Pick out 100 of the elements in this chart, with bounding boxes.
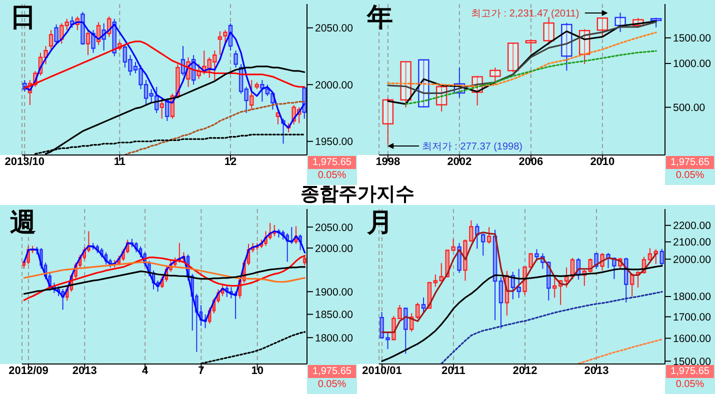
line-series xyxy=(23,254,306,301)
x-tick-label: 4 xyxy=(142,364,150,377)
candlestick xyxy=(528,252,533,268)
candlestick xyxy=(648,248,652,260)
candlestick xyxy=(469,220,474,242)
x-tick-label: 2010/01 xyxy=(362,364,402,377)
candlestick xyxy=(490,67,501,85)
x-tick-label: 2012/09 xyxy=(8,364,48,377)
candlestick xyxy=(212,50,217,81)
y-tick-label: 1600.00 xyxy=(673,333,712,345)
y-tick-label: 1500.00 xyxy=(673,32,712,45)
y-tick-label: 2000.00 xyxy=(315,242,354,255)
y-tick-label: 2200.00 xyxy=(673,220,712,232)
annotation: 최고가 : 2,231.47 (2011) xyxy=(470,8,580,20)
candlestick xyxy=(398,304,402,320)
text: 종합주가지수 xyxy=(300,184,416,205)
chart-title: 年 xyxy=(367,3,393,32)
y-tick-label: 2000.00 xyxy=(673,254,712,266)
candlestick xyxy=(160,98,164,120)
line-series xyxy=(405,50,657,105)
candlestick xyxy=(525,38,537,53)
candlestick xyxy=(303,255,306,266)
text: 0.05% xyxy=(316,169,348,182)
x-tick-label: 2013 xyxy=(584,364,609,377)
candlestick xyxy=(86,30,90,56)
y-tick-label: 500.00 xyxy=(673,102,706,114)
candlestick xyxy=(498,276,504,330)
candlestick xyxy=(400,61,412,108)
candlestick xyxy=(144,80,148,106)
x-tick-label: 2012 xyxy=(512,364,538,377)
x-tick-label: 2013/10 xyxy=(4,156,45,168)
candlestick xyxy=(298,234,302,251)
annotation: 최저가 : 277.37 (1998) xyxy=(422,141,523,152)
candlestick xyxy=(552,278,557,298)
candlestick xyxy=(660,248,664,267)
text: 1,975.65 xyxy=(308,365,356,378)
candlestick xyxy=(382,98,394,146)
candlestick xyxy=(138,64,143,90)
candlestick xyxy=(380,312,384,339)
candlestick xyxy=(223,30,228,46)
candlestick xyxy=(64,18,69,31)
x-tick-label: 2006 xyxy=(518,156,544,168)
x-tick-label: 2010 xyxy=(590,156,615,168)
candlestick xyxy=(265,84,270,96)
text: 1,975.65 xyxy=(308,156,356,169)
candlestick xyxy=(128,54,132,76)
line-series xyxy=(578,338,663,364)
candlestick xyxy=(386,331,390,350)
x-tick-label: 2002 xyxy=(447,156,472,168)
text: 0.05% xyxy=(674,378,706,391)
x-tick-label: 7 xyxy=(198,364,204,377)
candlestick xyxy=(244,86,248,114)
y-tick-label: 1800.00 xyxy=(673,291,712,304)
y-tick-label: 1000.00 xyxy=(673,58,712,70)
text: 1,975.65 xyxy=(666,365,714,378)
chart-title: 週 xyxy=(10,208,36,237)
candlestick xyxy=(254,82,259,90)
candlestick xyxy=(122,43,128,68)
candlestick xyxy=(415,302,420,320)
x-tick-label: 1998 xyxy=(376,156,400,168)
candlestick xyxy=(457,242,462,274)
candlestick xyxy=(650,17,662,28)
candlestick xyxy=(91,30,96,54)
candlestick xyxy=(481,233,486,256)
y-tick-label: 2050.00 xyxy=(315,222,354,234)
y-tick-label: 1950.00 xyxy=(315,136,354,148)
candlestick xyxy=(596,17,608,38)
candlestick xyxy=(507,42,519,73)
candlestick xyxy=(54,24,58,46)
candlestick xyxy=(451,238,456,251)
candlestick xyxy=(218,30,222,56)
y-tick-label: 1500.00 xyxy=(673,356,712,368)
candlestick xyxy=(516,268,521,298)
text: 1,975.65 xyxy=(666,156,714,169)
candlestick xyxy=(250,80,254,110)
x-tick-label: 11 xyxy=(114,156,126,168)
candlestick xyxy=(80,11,85,46)
y-tick-label: 2100.00 xyxy=(673,236,712,249)
candlestick xyxy=(260,80,264,102)
x-tick-label: 10 xyxy=(251,364,264,377)
y-tick-label: 1900.00 xyxy=(315,286,354,298)
candlestick xyxy=(133,61,138,74)
candlestick xyxy=(392,315,396,341)
candlestick xyxy=(486,226,492,244)
text: 0.05% xyxy=(316,378,348,391)
y-tick-label: 1800.00 xyxy=(315,332,354,344)
text: 0.05% xyxy=(674,169,706,182)
candlestick xyxy=(48,30,54,52)
x-tick-label: 2011 xyxy=(442,364,466,377)
line-series xyxy=(440,291,663,364)
candlestick xyxy=(630,272,634,298)
candlestick xyxy=(404,307,408,354)
y-tick-label: 2050.00 xyxy=(315,22,354,35)
x-tick-label: 12 xyxy=(224,156,237,168)
candlestick xyxy=(522,266,527,296)
chart-title: 月 xyxy=(367,208,393,237)
candlestick xyxy=(234,50,238,68)
candlestick xyxy=(165,98,170,122)
y-tick-label: 2000.00 xyxy=(315,79,354,92)
candlestick xyxy=(149,88,154,104)
